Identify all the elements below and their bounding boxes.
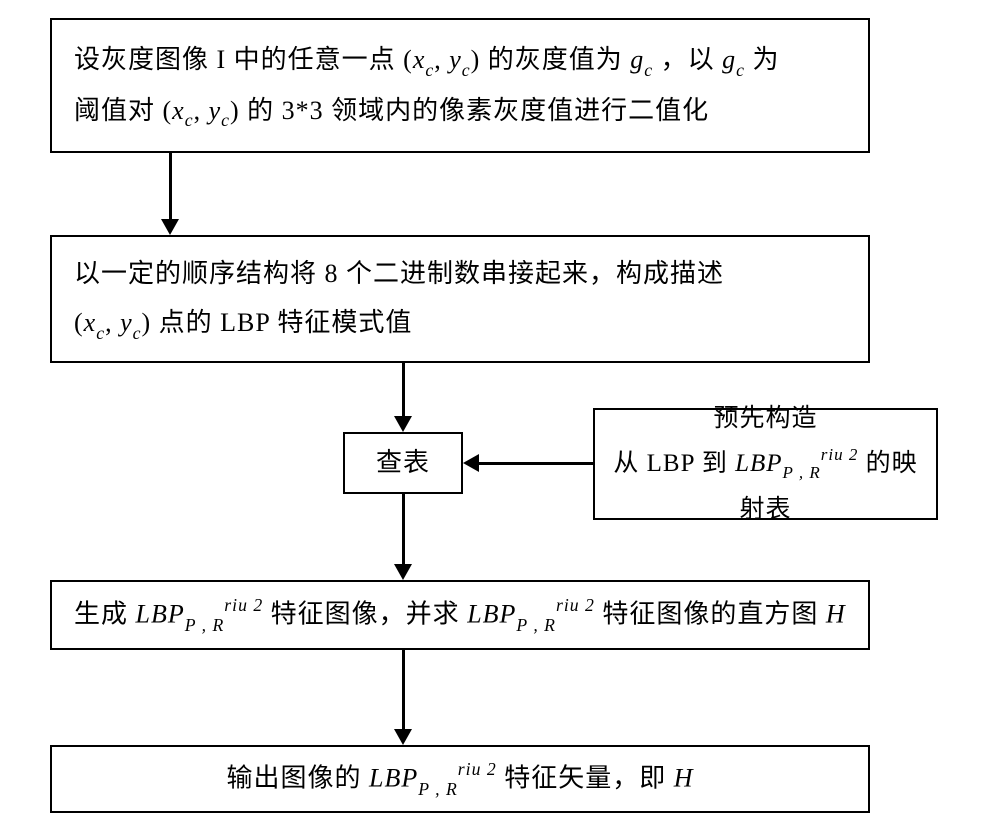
arrow-line — [402, 363, 405, 418]
arrow-head-down-icon — [394, 729, 412, 745]
step-3-lookup: 查表 — [343, 432, 463, 494]
arrow-head-down-icon — [161, 219, 179, 235]
step-5-output: 输出图像的 LBPP , Rriu 2 特征矢量，即 H — [50, 745, 870, 813]
aux-mapping-text: 预先构造 从 LBP 到 LBPP , Rriu 2 的映射表 — [609, 396, 922, 533]
step-4-text: 生成 LBPP , Rriu 2 特征图像，并求 LBPP , Rriu 2 特… — [74, 593, 846, 637]
arrow-line — [169, 153, 172, 221]
step-5-text: 输出图像的 LBPP , Rriu 2 特征矢量，即 H — [74, 757, 846, 801]
step-3-text: 查表 — [345, 447, 461, 478]
aux-mapping-table: 预先构造 从 LBP 到 LBPP , Rriu 2 的映射表 — [593, 408, 938, 520]
arrow-line — [477, 462, 593, 465]
arrow-head-down-icon — [394, 564, 412, 580]
step-1-binarize: 设灰度图像 I 中的任意一点 (xc, yc) 的灰度值为 gc ，以 gc 为… — [50, 18, 870, 153]
arrow-line — [402, 494, 405, 566]
arrow-line — [402, 650, 405, 731]
arrow-head-left-icon — [463, 454, 479, 472]
arrow-head-down-icon — [394, 416, 412, 432]
step-1-text: 设灰度图像 I 中的任意一点 (xc, yc) 的灰度值为 gc ，以 gc 为… — [74, 35, 846, 137]
step-2-concat-bits: 以一定的顺序结构将 8 个二进制数串接起来，构成描述 (xc, yc) 点的 L… — [50, 235, 870, 363]
step-4-histogram: 生成 LBPP , Rriu 2 特征图像，并求 LBPP , Rriu 2 特… — [50, 580, 870, 650]
step-2-text: 以一定的顺序结构将 8 个二进制数串接起来，构成描述 (xc, yc) 点的 L… — [74, 249, 846, 349]
flowchart-canvas: 设灰度图像 I 中的任意一点 (xc, yc) 的灰度值为 gc ，以 gc 为… — [0, 0, 1000, 838]
